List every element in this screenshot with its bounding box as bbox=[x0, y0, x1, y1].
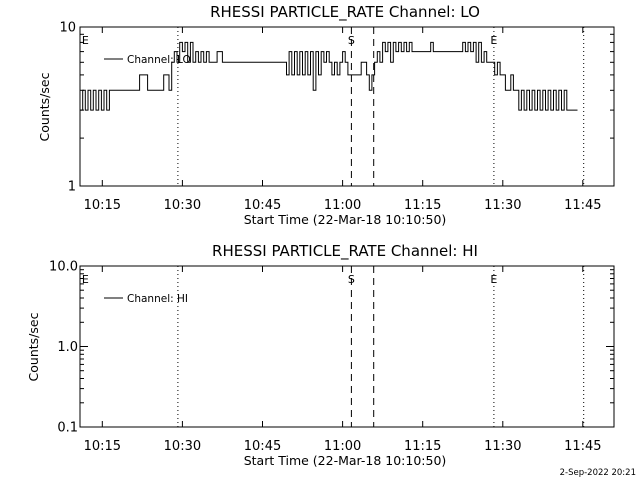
hi-x-tick-label: 11:45 bbox=[564, 439, 601, 454]
hi-marker-label: E bbox=[82, 273, 89, 286]
footer-date: 2-Sep-2022 20:21 bbox=[560, 468, 636, 478]
hi-x-tick-label: 10:30 bbox=[164, 439, 201, 454]
lo-legend: Channel: LO bbox=[104, 54, 191, 66]
lo-x-tick-label: 11:15 bbox=[404, 198, 441, 213]
hi-y-tick-label: 1.0 bbox=[57, 340, 78, 355]
hi-y-ticks: 0.1 1.0 10.0 bbox=[49, 260, 614, 436]
lo-x-tick-label: 10:30 bbox=[164, 198, 201, 213]
hi-x-ticks: 10:15 10:30 10:45 11:00 11:15 11:30 11:45 bbox=[84, 266, 602, 454]
hi-y-tick-label: 10.0 bbox=[49, 260, 78, 275]
hi-x-axis-label: Start Time (22-Mar-18 10:10:50) bbox=[244, 453, 447, 468]
lo-y-tick-label: 10 bbox=[59, 21, 76, 36]
lo-y-ticks: 1 10 bbox=[59, 21, 614, 195]
hi-x-tick-label: 10:45 bbox=[244, 439, 281, 454]
lo-x-tick-label: 11:00 bbox=[324, 198, 361, 213]
hi-legend: Channel: HI bbox=[104, 293, 188, 305]
lo-marker-label: E bbox=[490, 34, 497, 47]
hi-marker-label: S bbox=[348, 273, 355, 286]
lo-plot-frame bbox=[79, 26, 615, 187]
hi-marker-label: E bbox=[490, 273, 497, 286]
lo-x-tick-label: 11:30 bbox=[484, 198, 521, 213]
lo-marker-label: E bbox=[82, 34, 89, 47]
lo-x-tick-label: 11:45 bbox=[564, 198, 601, 213]
hi-x-tick-label: 10:15 bbox=[84, 439, 121, 454]
lo-channel-panel: RHESSI PARTICLE_RATE Channel: LO E S E 10:… bbox=[37, 3, 615, 227]
lo-x-axis-label: Start Time (22-Mar-18 10:10:50) bbox=[244, 212, 447, 227]
hi-x-tick-label: 11:15 bbox=[404, 439, 441, 454]
lo-x-ticks: 10:15 10:30 10:45 11:00 11:15 11:30 11:45 bbox=[84, 27, 602, 213]
lo-y-axis-label: Counts/sec bbox=[37, 72, 52, 141]
lo-marker-label: S bbox=[348, 34, 355, 47]
hi-x-tick-label: 11:00 bbox=[324, 439, 361, 454]
lo-chart-title: RHESSI PARTICLE_RATE Channel: LO bbox=[210, 3, 480, 22]
hi-y-tick-label: 0.1 bbox=[57, 421, 78, 436]
lo-x-tick-label: 10:15 bbox=[84, 198, 121, 213]
lo-legend-label: Channel: LO bbox=[127, 54, 191, 66]
hi-y-axis-label: Counts/sec bbox=[26, 312, 41, 381]
hi-x-tick-label: 11:30 bbox=[484, 439, 521, 454]
lo-series-line bbox=[80, 41, 578, 111]
hi-legend-label: Channel: HI bbox=[127, 293, 188, 305]
lo-y-tick-label: 1 bbox=[68, 180, 76, 195]
lo-x-tick-label: 10:45 bbox=[244, 198, 281, 213]
hi-channel-panel: RHESSI PARTICLE_RATE Channel: HI E S E 10:… bbox=[26, 242, 615, 468]
hi-chart-title: RHESSI PARTICLE_RATE Channel: HI bbox=[212, 242, 478, 261]
hi-plot-frame bbox=[79, 265, 615, 428]
